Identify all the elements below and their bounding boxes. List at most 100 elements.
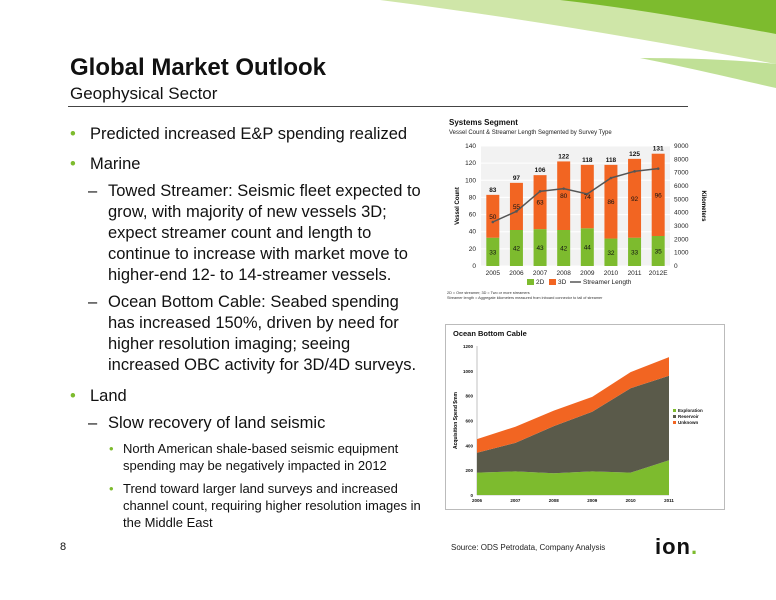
sub-bullet-text: Ocean Bottom Cable: Seabed spending has …: [108, 293, 417, 374]
data-label-total: 97: [513, 175, 521, 182]
x-tick-label: 2011: [664, 498, 674, 503]
y-tick-label: 0: [472, 263, 476, 270]
legend-label-streamer: Streamer Length: [583, 279, 632, 286]
title-divider: [68, 106, 688, 107]
y2-tick-label: 7000: [674, 170, 689, 177]
y2-tick-label: 3000: [674, 223, 689, 230]
bullet-icon: •: [70, 155, 76, 173]
page-number: 8: [60, 541, 67, 553]
bar-3d: [580, 164, 594, 229]
x-tick-label: 2011: [628, 270, 642, 277]
x-tick-label: 2009: [587, 498, 598, 503]
y-tick-label: 200: [465, 468, 473, 473]
bar-2d: [486, 237, 500, 266]
y-axis-label: Vessel Count: [455, 187, 461, 225]
x-tick-label: 2010: [604, 270, 619, 277]
dash-icon: –: [88, 293, 98, 311]
data-label-total: 83: [489, 187, 497, 194]
data-label-total: 122: [558, 153, 569, 160]
sub-bullet-item: – Towed Streamer: Seismic fleet expected …: [70, 181, 425, 286]
bar-2d: [651, 236, 665, 266]
sub-sub-bullet-item: • Trend toward larger land surveys and in…: [70, 480, 425, 531]
bar-2d: [557, 230, 571, 266]
streamer-length-point: [633, 170, 636, 173]
x-tick-label: 2007: [510, 498, 521, 503]
y-tick-label: 40: [469, 229, 477, 236]
y2-tick-label: 6000: [674, 183, 689, 190]
bullet-list: • Predicted increased E&P spending realiz…: [70, 124, 425, 537]
x-tick-label: 2008: [556, 270, 571, 277]
y-tick-label: 400: [465, 443, 473, 448]
y2-tick-label: 2000: [674, 236, 689, 243]
legend-label-unknown: Unknown: [678, 420, 698, 425]
sub-sub-bullet-item: • North American shale-based seismic equi…: [70, 440, 425, 474]
bar-2d: [580, 228, 594, 266]
streamer-length-point: [538, 190, 542, 193]
y-tick-label: 800: [465, 394, 473, 399]
sub-sub-bullet-text: Trend toward larger land surveys and inc…: [123, 481, 421, 530]
bar-2d: [533, 229, 547, 266]
bullet-text: Marine: [90, 155, 141, 173]
sub-bullet-text: Slow recovery of land seismic: [108, 414, 326, 432]
bar-3d: [486, 194, 500, 238]
area-exploration: [477, 460, 669, 495]
streamer-length-point: [562, 187, 565, 190]
data-label-2d: 42: [560, 246, 568, 253]
data-label-total: 125: [629, 151, 640, 158]
page-subtitle: Geophysical Sector: [70, 84, 218, 103]
dash-icon: –: [88, 414, 98, 432]
data-label-total: 106: [535, 167, 546, 174]
bullet-item: • Marine: [70, 154, 425, 175]
x-tick-label: 2009: [580, 270, 595, 277]
streamer-length-point: [491, 220, 495, 224]
y-tick-label: 1000: [463, 369, 474, 374]
bar-2d: [628, 237, 642, 266]
y-tick-label: 600: [465, 419, 473, 424]
data-label-2d: 33: [631, 249, 639, 256]
y2-tick-label: 9000: [674, 143, 689, 150]
x-tick-label: 2006: [472, 498, 483, 503]
y2-axis-label: Kilometers: [700, 190, 706, 222]
y-tick-label: 140: [465, 143, 476, 150]
sub-sub-bullet-text: North American shale-based seismic equip…: [123, 441, 399, 473]
y-tick-label: 120: [465, 160, 476, 167]
logo-text: ion: [655, 534, 691, 559]
legend-swatch-2d: [527, 279, 534, 285]
ocean-bottom-cable-chart: Ocean Bottom Cable 0 200 400 600 800 1000 1200 A…: [445, 324, 725, 510]
logo-dot: .: [691, 534, 699, 559]
x-tick-label: 2005: [486, 270, 501, 277]
data-label-3d: 96: [655, 192, 663, 199]
sub-bullet-text: Towed Streamer: Seismic fleet expected t…: [108, 182, 421, 284]
y-axis-label: Acquisition Spend $mm: [453, 391, 459, 449]
bar-2d: [604, 238, 618, 266]
legend-label-reservoir: Reservoir: [678, 414, 699, 419]
streamer-length-point: [515, 210, 518, 213]
bullet-icon: •: [70, 125, 76, 143]
legend-swatch-reservoir: [673, 415, 676, 418]
legend-swatch-3d: [549, 279, 556, 285]
source-note: Source: ODS Petrodata, Company Analysis: [451, 543, 606, 552]
sub-bullet-item: – Ocean Bottom Cable: Seabed spending has…: [70, 292, 425, 376]
bar-3d: [604, 164, 618, 239]
data-label-3d: 80: [560, 193, 568, 200]
y2-tick-label: 0: [674, 263, 678, 270]
footnote: Streamer length = Aggregate kilometers m…: [447, 296, 603, 300]
streamer-length-point: [586, 192, 589, 196]
bullet-icon: •: [70, 387, 76, 405]
streamer-length-line: [492, 167, 659, 223]
data-label-2d: 32: [607, 250, 615, 257]
chart-title: Ocean Bottom Cable: [453, 329, 527, 338]
x-tick-label: 2012E: [649, 270, 668, 277]
legend-label-2d: 2D: [536, 279, 545, 286]
bar-3d: [557, 161, 571, 230]
chart-subtitle: Vessel Count & Streamer Length Segmented…: [449, 130, 612, 136]
data-label-2d: 43: [536, 245, 544, 252]
bullet-text: Predicted increased E&P spending realize…: [90, 125, 408, 143]
dash-icon: –: [88, 182, 98, 200]
data-label-2d: 44: [584, 245, 592, 252]
plot-area: [481, 146, 670, 266]
area-reservoir: [477, 375, 669, 474]
y2-tick-label: 4000: [674, 210, 689, 217]
y2-tick-label: 1000: [674, 250, 689, 257]
bar-3d: [533, 175, 547, 230]
